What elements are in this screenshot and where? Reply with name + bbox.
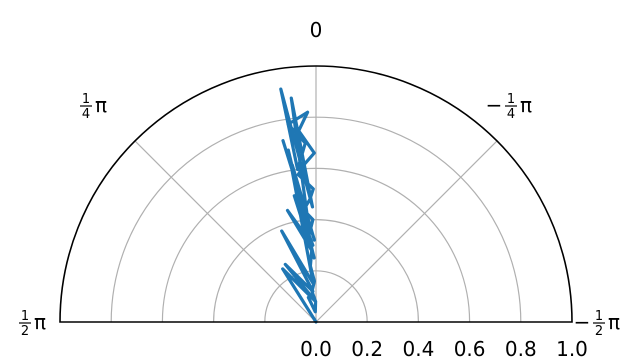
r-tick-label: 0.4 <box>402 337 434 361</box>
polar-grid <box>110 66 522 323</box>
theta-gridline <box>134 140 317 323</box>
r-tick-label: 0.2 <box>351 337 383 361</box>
r-tick-label: 0.6 <box>454 337 486 361</box>
theta-tick-label-upper-left: 14 π <box>80 92 107 122</box>
theta-tick-denominator: 2 <box>21 324 29 339</box>
theta-tick-symbol: π <box>95 93 107 117</box>
polar-frame-outline <box>59 65 573 323</box>
theta-tick-numerator: 1 <box>82 92 90 107</box>
series-layer <box>279 87 318 324</box>
theta-tick-label-right: −12 π <box>574 309 620 339</box>
theta-gridline <box>315 140 498 323</box>
r-tick-label: 0.8 <box>505 337 537 361</box>
theta-tick-sign: − <box>486 93 503 117</box>
r-tick-label: 1.0 <box>556 337 588 361</box>
theta-tick-denominator: 2 <box>595 324 603 339</box>
theta-tick-label-upper-right: −14 π <box>486 92 532 122</box>
theta-tick-numerator: 1 <box>21 309 29 324</box>
theta-tick-symbol: π <box>34 310 46 334</box>
theta-tick-label-top: 0 <box>310 18 323 42</box>
tick-labels: 12 π14 π0− 14 π− 12 π0.0 0.2 0.4 0.6 0.8 1.0 <box>19 18 620 361</box>
theta-tick-denominator: 4 <box>82 107 90 122</box>
theta-tick-symbol: π <box>520 93 532 117</box>
theta-tick-symbol: π <box>608 310 620 334</box>
theta-tick-denominator: 4 <box>507 107 515 122</box>
series-line <box>279 87 318 324</box>
polar-frame <box>59 65 573 323</box>
theta-tick-sign: − <box>574 310 591 334</box>
r-tick-label: 0.0 <box>300 337 332 361</box>
theta-tick-text: 0 <box>310 18 323 42</box>
theta-tick-numerator: 1 <box>595 309 603 324</box>
theta-tick-label-left: 12 π <box>19 309 46 339</box>
theta-tick-numerator: 1 <box>507 92 515 107</box>
